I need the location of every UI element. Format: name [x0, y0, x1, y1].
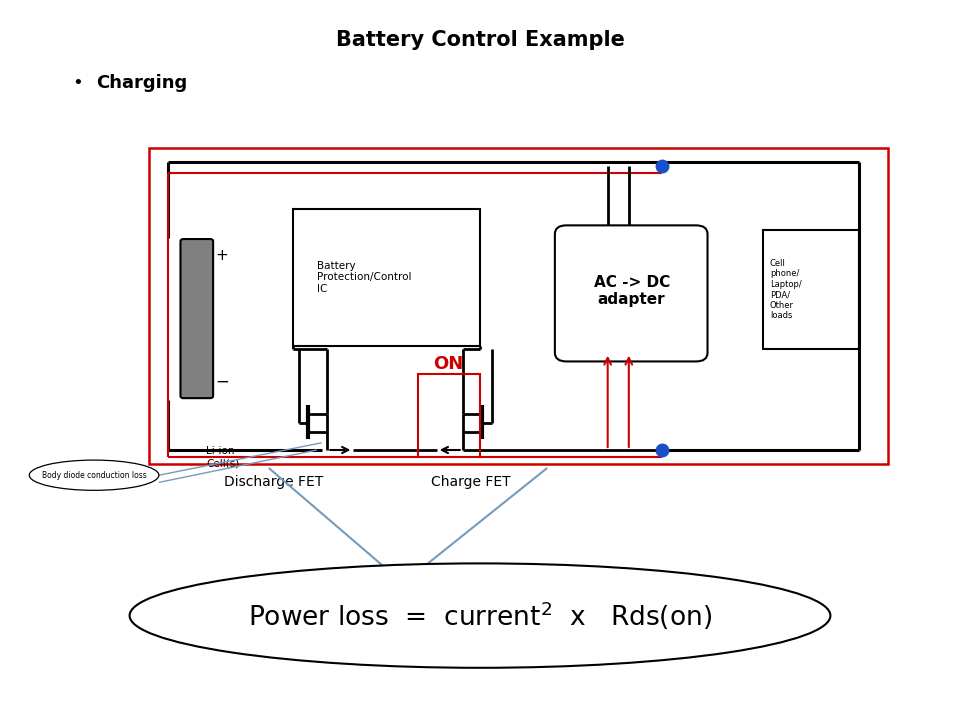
Text: Charge FET: Charge FET [431, 475, 510, 490]
Ellipse shape [29, 460, 158, 490]
Text: Body diode conduction loss: Body diode conduction loss [41, 471, 147, 480]
Text: Cell
phone/
Laptop/
PDA/
Other
loads: Cell phone/ Laptop/ PDA/ Other loads [770, 259, 802, 320]
Bar [763, 230, 859, 349]
Text: Power loss  =  current$^2$  x   Rds(on): Power loss = current$^2$ x Rds(on) [248, 599, 712, 632]
Text: Li-ion
Cell(s): Li-ion Cell(s) [206, 446, 240, 468]
Text: Discharge FET: Discharge FET [224, 475, 324, 490]
Ellipse shape [130, 563, 830, 668]
Text: +: + [215, 248, 228, 263]
Bar [149, 148, 888, 464]
Bar [418, 374, 480, 457]
Text: Battery
Protection/Control
IC: Battery Protection/Control IC [317, 261, 411, 294]
Text: AC -> DC
adapter: AC -> DC adapter [593, 275, 670, 307]
FancyBboxPatch shape [555, 225, 708, 361]
Text: −: − [215, 373, 228, 390]
Text: Battery Control Example: Battery Control Example [336, 30, 624, 50]
Text: •: • [72, 74, 83, 92]
FancyBboxPatch shape [180, 239, 213, 398]
Text: ON: ON [433, 355, 464, 373]
Bar [293, 209, 480, 346]
Text: Charging: Charging [96, 74, 187, 92]
